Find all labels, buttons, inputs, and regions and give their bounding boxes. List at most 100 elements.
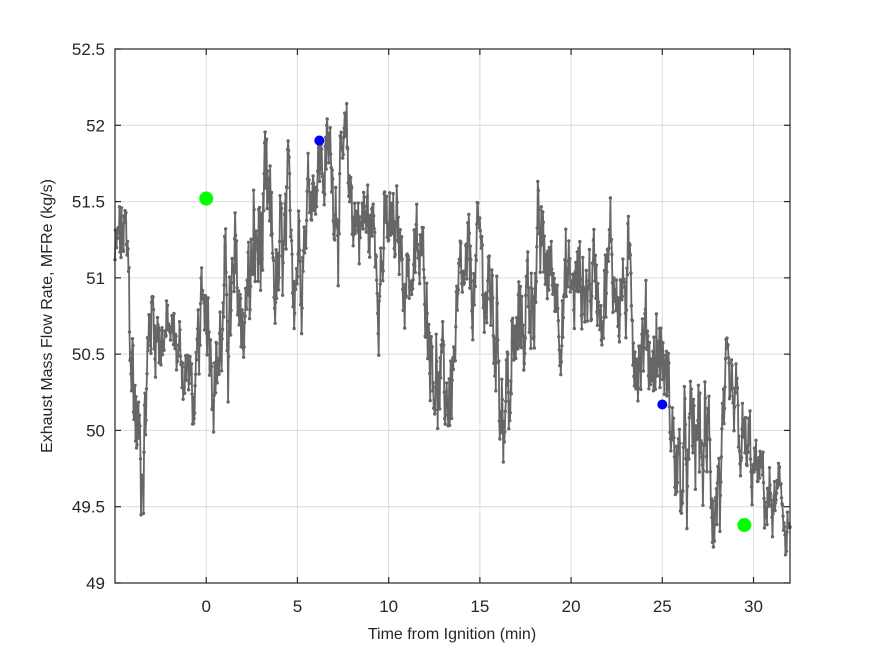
- data-point: [196, 308, 200, 312]
- data-point: [203, 294, 208, 298]
- data-point: [395, 184, 399, 188]
- data-point: [162, 329, 167, 333]
- data-point: [422, 267, 426, 272]
- data-point: [504, 399, 508, 403]
- data-point: [247, 316, 252, 321]
- data-point: [438, 356, 442, 360]
- data-point: [659, 326, 663, 330]
- data-point: [784, 549, 789, 553]
- data-point: [352, 226, 356, 230]
- data-point: [650, 365, 655, 369]
- x-tick-label: 5: [293, 597, 302, 616]
- data-point: [536, 188, 540, 193]
- data-point: [185, 364, 190, 368]
- data-point: [469, 258, 473, 262]
- data-point: [753, 458, 758, 463]
- data-point: [297, 219, 301, 223]
- data-point: [527, 286, 531, 290]
- data-point: [417, 271, 421, 275]
- data-point: [497, 359, 501, 363]
- data-point: [477, 220, 481, 225]
- data-point: [638, 368, 642, 373]
- data-point: [274, 248, 278, 252]
- data-point: [568, 257, 572, 261]
- data-point: [134, 446, 139, 450]
- data-point: [647, 340, 652, 345]
- data-point: [210, 405, 215, 409]
- data-point: [244, 304, 248, 308]
- data-point: [348, 194, 352, 199]
- data-point: [286, 148, 291, 153]
- data-point: [390, 201, 394, 205]
- data-point: [456, 288, 460, 292]
- data-point: [209, 364, 214, 368]
- data-point: [427, 331, 431, 335]
- data-point: [691, 451, 695, 455]
- data-point: [310, 205, 314, 210]
- data-point: [711, 545, 716, 549]
- data-point: [331, 177, 335, 181]
- data-point: [629, 304, 634, 308]
- y-tick-label: 51.5: [72, 193, 105, 212]
- data-point: [660, 355, 664, 359]
- data-point: [333, 213, 337, 217]
- data-point: [687, 457, 691, 461]
- data-point: [244, 307, 249, 311]
- data-point: [520, 326, 524, 330]
- data-point: [365, 204, 369, 208]
- data-point: [530, 299, 534, 303]
- data-point: [565, 266, 569, 271]
- data-point: [587, 286, 591, 291]
- data-point: [293, 287, 298, 292]
- data-point: [377, 353, 381, 357]
- data-point: [559, 360, 563, 364]
- data-point: [346, 181, 350, 185]
- data-point: [279, 201, 283, 206]
- data-point: [330, 168, 334, 172]
- data-point: [646, 374, 651, 378]
- data-point: [123, 221, 128, 225]
- data-point: [135, 443, 139, 447]
- data-point: [212, 361, 217, 365]
- data-point: [268, 164, 272, 168]
- data-point: [498, 437, 502, 441]
- y-tick-labels: 49 49.5 50 50.5 51 51.5 52 52.5: [72, 40, 105, 593]
- data-point: [709, 505, 713, 510]
- data-point: [157, 328, 162, 333]
- data-point: [482, 330, 486, 334]
- data-point: [342, 126, 346, 130]
- data-point: [328, 144, 332, 148]
- data-point: [599, 303, 603, 308]
- data-point: [547, 245, 551, 250]
- data-point: [509, 392, 513, 396]
- data-point: [450, 416, 454, 421]
- data-point: [457, 257, 461, 261]
- y-tick-label: 50.5: [72, 345, 105, 364]
- data-point: [302, 225, 306, 229]
- data-point: [768, 492, 773, 496]
- data-point: [467, 231, 471, 235]
- data-point: [385, 235, 389, 240]
- data-point: [729, 358, 734, 362]
- data-point: [209, 361, 213, 366]
- mfre-markers: [113, 102, 792, 557]
- data-point: [142, 403, 147, 407]
- data-point: [227, 319, 231, 324]
- data-point: [664, 373, 668, 378]
- data-point: [439, 343, 443, 347]
- data-point: [540, 243, 544, 247]
- data-point: [375, 278, 379, 282]
- data-point: [753, 467, 757, 472]
- data-point: [633, 350, 637, 354]
- data-point: [401, 308, 405, 313]
- data-point: [316, 169, 320, 173]
- data-point: [364, 215, 368, 219]
- data-point: [529, 346, 533, 351]
- data-point: [337, 232, 341, 236]
- data-point: [485, 321, 489, 325]
- data-point: [670, 406, 675, 410]
- data-point: [254, 236, 259, 240]
- data-point: [120, 222, 125, 226]
- data-point: [588, 282, 592, 286]
